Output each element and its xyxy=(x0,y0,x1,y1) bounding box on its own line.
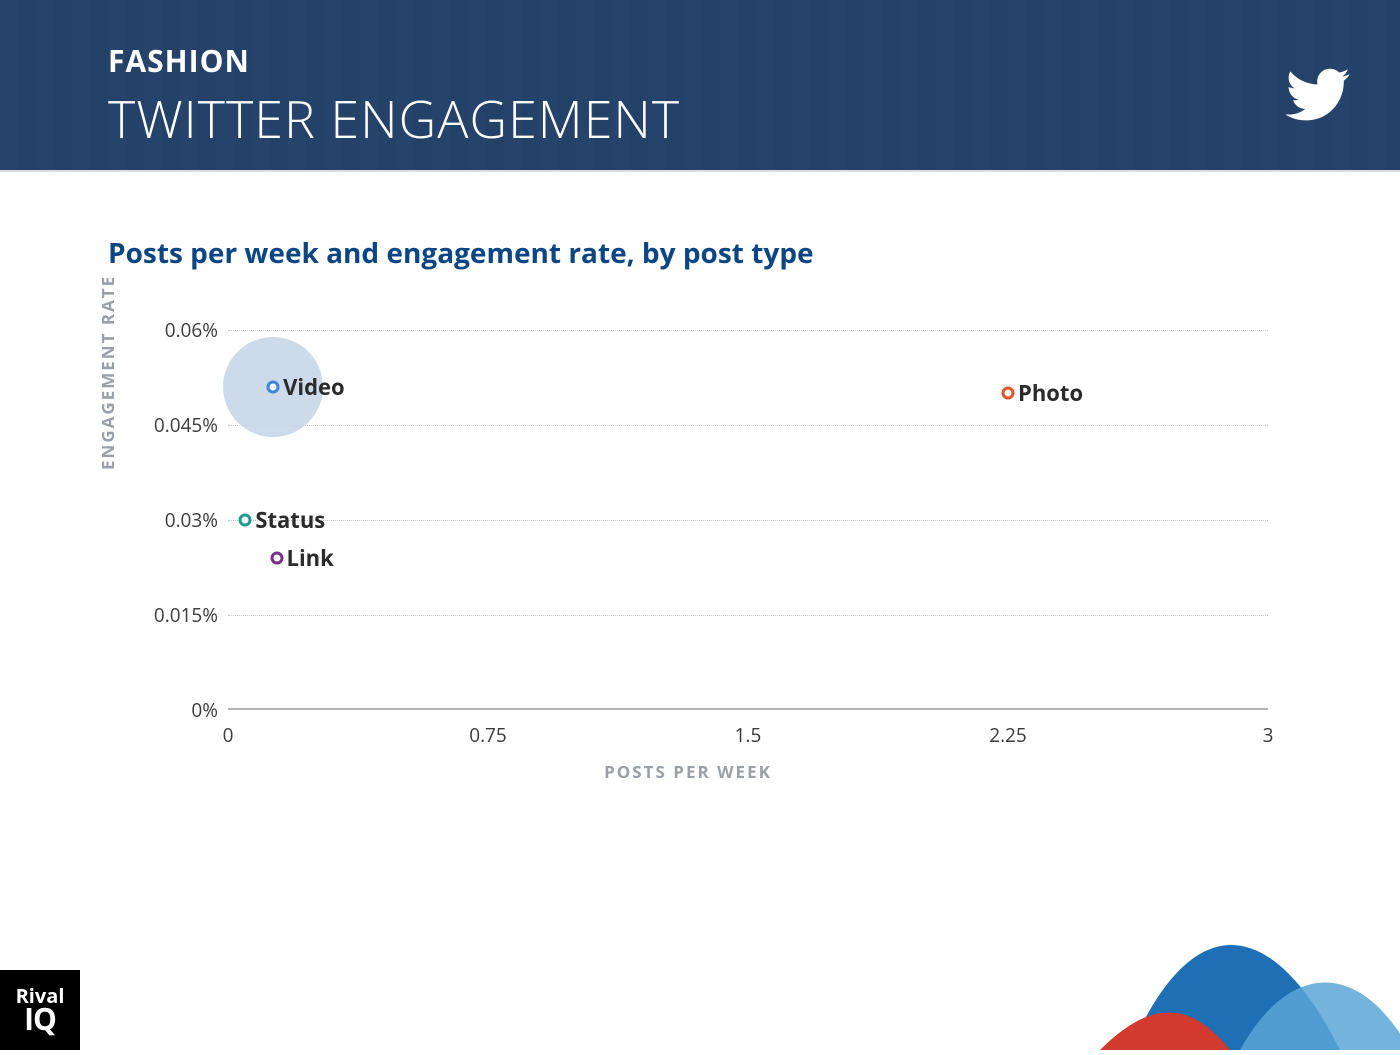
twitter-icon xyxy=(1275,60,1360,135)
scatter-chart: ENGAGEMENT RATE POSTS PER WEEK 0%0.015%0… xyxy=(108,330,1268,830)
y-axis-label: ENGAGEMENT RATE xyxy=(96,275,119,470)
data-point-label: Status xyxy=(255,505,325,535)
x-tick-label: 0 xyxy=(223,722,234,748)
x-axis-line xyxy=(228,708,1268,710)
data-point-marker xyxy=(239,514,252,527)
data-point-label: Video xyxy=(283,372,345,402)
x-axis-label: POSTS PER WEEK xyxy=(108,760,1268,783)
header-banner: FASHION TWITTER ENGAGEMENT xyxy=(0,0,1400,172)
data-point-marker xyxy=(270,552,283,565)
plot-area: 0%0.015%0.03%0.045%0.06%00.751.52.253Vid… xyxy=(228,330,1268,710)
gridline xyxy=(228,425,1268,426)
header-text-block: FASHION TWITTER ENGAGEMENT xyxy=(0,0,1400,154)
gridline xyxy=(228,330,1268,331)
x-tick-label: 1.5 xyxy=(735,722,762,748)
rivaliq-logo: Rival IQ xyxy=(0,970,80,1050)
wave-decoration xyxy=(1040,870,1400,1050)
x-tick-label: 3 xyxy=(1263,722,1274,748)
y-tick-label: 0.015% xyxy=(108,602,218,628)
data-point-label: Photo xyxy=(1018,378,1083,408)
x-tick-label: 2.25 xyxy=(989,722,1027,748)
header-eyebrow: FASHION xyxy=(108,40,1400,81)
data-point-marker xyxy=(1002,387,1015,400)
data-point-label: Link xyxy=(287,543,334,573)
y-tick-label: 0.03% xyxy=(108,507,218,533)
y-tick-label: 0.045% xyxy=(108,412,218,438)
gridline xyxy=(228,615,1268,616)
data-point-marker xyxy=(267,381,280,394)
y-tick-label: 0.06% xyxy=(108,317,218,343)
chart-title: Posts per week and engagement rate, by p… xyxy=(108,234,1400,272)
y-tick-label: 0% xyxy=(108,697,218,723)
gridline xyxy=(228,520,1268,521)
logo-text-bottom: IQ xyxy=(24,1004,56,1034)
x-tick-label: 0.75 xyxy=(469,722,507,748)
header-title: TWITTER ENGAGEMENT xyxy=(108,83,1400,154)
